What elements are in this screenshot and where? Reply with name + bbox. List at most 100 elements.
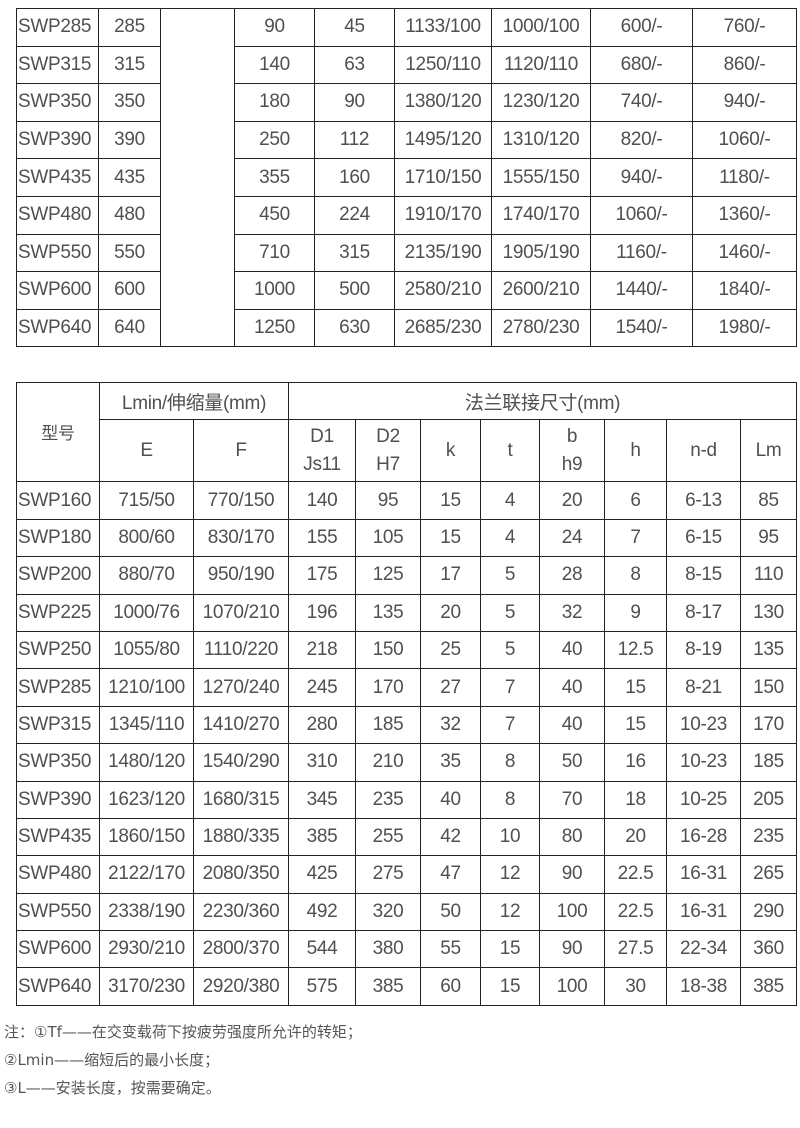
table-row: SWP180 800/60 830/170 155 105 15 4 24 7 6-15 95: [16, 518, 798, 558]
value-cell: 385: [740, 967, 798, 1006]
value-cell: 265: [740, 855, 798, 894]
value-cell: 155: [288, 518, 357, 558]
value-cell: 2780/230: [491, 308, 591, 348]
value-cell: 22.5: [604, 855, 668, 894]
value-cell: 15: [420, 481, 482, 520]
table-row: SWP160 715/50 770/150 140 95 15 4 20 6 6-13 85: [16, 481, 798, 520]
value-cell: 16: [604, 743, 668, 782]
value-cell: 1250/110: [394, 45, 492, 85]
value-cell: 15: [604, 705, 668, 745]
value-cell: 18: [604, 780, 668, 819]
value-cell: 2580/210: [394, 271, 492, 310]
value-cell: 105: [355, 518, 422, 558]
value-cell: 90: [539, 855, 606, 894]
value-cell: 285: [98, 8, 161, 47]
value-cell: 600/-: [590, 8, 693, 47]
flange-dimension-table: 型号 Lmin/伸缩量(mm) 法兰联接尺寸(mm) E F D1 Js11 D2 H7 k…: [16, 381, 798, 1006]
value-cell: 42: [420, 817, 482, 857]
value-cell: 2600/210: [491, 271, 591, 310]
column-header: Lm: [740, 419, 798, 483]
value-cell: 12.5: [604, 630, 668, 670]
column-header: E: [99, 419, 194, 483]
value-cell: 224: [314, 195, 395, 235]
value-cell: 380: [355, 930, 422, 969]
value-cell: 8: [604, 556, 668, 595]
value-cell: 680/-: [590, 45, 693, 85]
value-cell: 385: [288, 817, 357, 857]
table-row: SWP390 1623/120 1680/315 345 235 40 8 70 18 10-25…: [16, 780, 798, 819]
header-row-1: 型号 Lmin/伸缩量(mm) 法兰联接尺寸(mm): [16, 381, 798, 483]
column-header: k: [420, 419, 482, 483]
value-cell: 32: [539, 593, 606, 632]
value-cell: 63: [314, 45, 395, 85]
value-cell: 24: [539, 518, 606, 558]
value-cell: 710: [234, 233, 315, 273]
value-cell: 22-34: [666, 930, 742, 969]
value-cell: 10-23: [666, 743, 742, 782]
value-cell: 355: [234, 158, 315, 197]
value-cell: 1555/150: [491, 158, 591, 197]
value-cell: 940/-: [692, 83, 797, 122]
value-cell: 940/-: [590, 158, 693, 197]
value-cell: 1910/170: [394, 195, 492, 235]
value-cell: 250: [234, 120, 315, 160]
value-cell: 6: [604, 481, 668, 520]
value-cell: 160: [314, 158, 395, 197]
table-row: SWP350 350 180 90 1380/120 1230/120 740/- 940/-: [16, 83, 797, 122]
value-cell: 5: [480, 630, 541, 670]
value-cell: 7: [480, 705, 541, 745]
header-flange-group: 法兰联接尺寸(mm): [288, 381, 798, 421]
value-cell: 20: [604, 817, 668, 857]
value-cell: 1360/-: [692, 195, 797, 235]
value-cell: 1160/-: [590, 233, 693, 273]
value-cell: 95: [355, 481, 422, 520]
value-cell: 210: [355, 743, 422, 782]
value-cell: 20: [420, 593, 482, 632]
value-cell: 235: [740, 817, 798, 857]
table-row: SWP435 435 355 160 1710/150 1555/150 940/- 1180…: [16, 158, 797, 197]
value-cell: 1060/-: [692, 120, 797, 160]
value-cell: 450: [234, 195, 315, 235]
model-cell: SWP600: [16, 930, 100, 969]
table-row: SWP315 1345/110 1410/270 280 185 32 7 40 15 10-23…: [16, 705, 798, 745]
value-cell: 1133/100: [394, 8, 492, 47]
value-cell: 2135/190: [394, 233, 492, 273]
value-cell: 1740/170: [491, 195, 591, 235]
model-cell: SWP390: [16, 120, 99, 160]
value-cell: 15: [420, 518, 482, 558]
value-cell: 8-17: [666, 593, 742, 632]
value-cell: 7: [604, 518, 668, 558]
value-cell: 16-31: [666, 892, 742, 932]
table-row: SWP225 1000/76 1070/210 196 135 20 5 32 9 8-17 130: [16, 593, 798, 632]
value-cell: 1180/-: [692, 158, 797, 197]
model-cell: SWP315: [16, 45, 99, 85]
value-cell: 6-15: [666, 518, 742, 558]
value-cell: 235: [355, 780, 422, 819]
header-lmin-group: Lmin/伸缩量(mm): [98, 381, 290, 421]
value-cell: 740/-: [590, 83, 693, 122]
value-cell: 2800/370: [192, 930, 290, 969]
value-cell: 1380/120: [394, 83, 492, 122]
value-cell: 2338/190: [99, 892, 194, 932]
value-cell: 30: [604, 967, 668, 1006]
model-cell: SWP350: [16, 83, 99, 122]
model-cell: SWP225: [16, 593, 100, 632]
model-cell: SWP285: [16, 668, 100, 707]
value-cell: 2122/170: [99, 855, 194, 894]
column-header-line-2: h9: [561, 453, 583, 475]
value-cell: 390: [98, 120, 161, 160]
value-cell: 500: [314, 271, 395, 310]
model-cell: SWP200: [16, 556, 100, 595]
value-cell: 1070/210: [192, 593, 290, 632]
value-cell: 35: [420, 743, 482, 782]
value-cell: 1250: [234, 308, 315, 348]
value-cell: 1495/120: [394, 120, 492, 160]
value-cell: 1110/220: [192, 630, 290, 670]
value-cell: 10: [480, 817, 541, 857]
value-cell: 255: [355, 817, 422, 857]
value-cell: 315: [98, 45, 161, 85]
model-cell: SWP480: [16, 855, 100, 894]
value-cell: 8-15: [666, 556, 742, 595]
value-cell: 1623/120: [99, 780, 194, 819]
value-cell: 185: [355, 705, 422, 745]
